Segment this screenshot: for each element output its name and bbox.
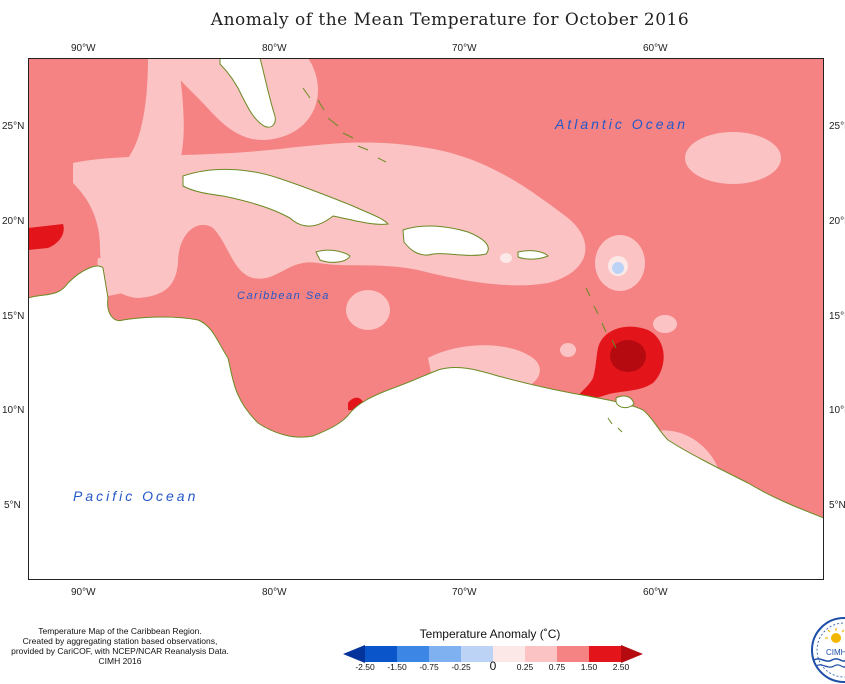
central-south-america xyxy=(28,265,824,580)
atlantic-ocean-label: Atlantic Ocean xyxy=(555,116,689,132)
left-lat-25: 25°N xyxy=(2,121,25,132)
right-lat-25: 25°N xyxy=(829,121,845,132)
bahamas-islands xyxy=(302,87,623,433)
sun-icon xyxy=(825,628,845,643)
jamaica xyxy=(315,249,351,263)
map-credits: Temperature Map of the Caribbean Region.… xyxy=(0,626,270,666)
bottom-lon-80: 80°W xyxy=(262,587,287,598)
cimh-logo: CIMH xyxy=(811,617,845,683)
top-lon-70: 70°W xyxy=(452,43,477,54)
anomaly-cool-spot xyxy=(612,262,624,274)
legend-bin xyxy=(493,646,525,662)
legend-arrow-high xyxy=(621,645,643,663)
top-lon-80: 80°W xyxy=(262,43,287,54)
legend-label: 1.50 xyxy=(580,662,598,672)
legend-bin xyxy=(525,646,557,662)
legend-bin xyxy=(429,646,461,662)
right-lat-10: 10°N xyxy=(829,405,845,416)
legend-label: -0.25 xyxy=(451,662,471,672)
wave-icon xyxy=(813,658,845,662)
credit-line: Created by aggregating station based obs… xyxy=(22,636,218,646)
legend-label: -1.50 xyxy=(387,662,407,672)
credit-line: Temperature Map of the Caribbean Region. xyxy=(38,626,202,636)
legend-label: 0.75 xyxy=(548,662,566,672)
map-frame xyxy=(28,58,824,580)
right-lat-15: 15°N xyxy=(829,311,845,322)
legend-title: Temperature Anomaly (˚C) xyxy=(419,627,561,641)
legend-bin xyxy=(589,646,621,662)
land-masses xyxy=(28,58,824,580)
hispaniola xyxy=(402,225,489,256)
bottom-lon-60: 60°W xyxy=(643,587,668,598)
trinidad xyxy=(615,395,635,409)
top-lon-60: 60°W xyxy=(643,43,668,54)
pacific-ocean-label: Pacific Ocean xyxy=(73,488,199,504)
left-lat-5: 5°N xyxy=(4,500,21,511)
top-lon-90: 90°W xyxy=(71,43,96,54)
logo-text: CIMH xyxy=(826,648,845,657)
legend-bin xyxy=(557,646,589,662)
puerto-rico xyxy=(517,250,549,260)
legend-label: -2.50 xyxy=(355,662,375,672)
legend-colorbar xyxy=(343,645,643,663)
legend-arrow-low xyxy=(343,645,365,663)
bottom-lon-70: 70°W xyxy=(452,587,477,598)
credit-line: provided by CariCOF, with NCEP/NCAR Rean… xyxy=(11,646,229,656)
legend-label: 0.25 xyxy=(516,662,534,672)
map-title: Anomaly of the Mean Temperature for Octo… xyxy=(210,10,690,30)
right-lat-20: 20°N xyxy=(829,216,845,227)
cuba xyxy=(182,169,389,227)
legend-bin xyxy=(461,646,493,662)
anomaly-warm-gulf xyxy=(28,224,64,250)
legend-bin xyxy=(365,646,397,662)
legend-bin xyxy=(397,646,429,662)
credit-line: CIMH 2016 xyxy=(98,656,142,666)
legend-label: -0.75 xyxy=(419,662,439,672)
anomaly-hot-core xyxy=(610,340,646,372)
legend-label: 0 xyxy=(489,659,497,673)
left-lat-10: 10°N xyxy=(2,405,25,416)
caribbean-sea-label: Caribbean Sea xyxy=(237,290,330,302)
left-lat-20: 20°N xyxy=(2,216,25,227)
left-lat-15: 15°N xyxy=(2,311,25,322)
right-lat-5: 5°N xyxy=(829,500,845,511)
florida xyxy=(219,58,276,128)
temperature-anomaly-map xyxy=(28,58,824,580)
bottom-lon-90: 90°W xyxy=(71,587,96,598)
legend-label: 2.50 xyxy=(612,662,630,672)
